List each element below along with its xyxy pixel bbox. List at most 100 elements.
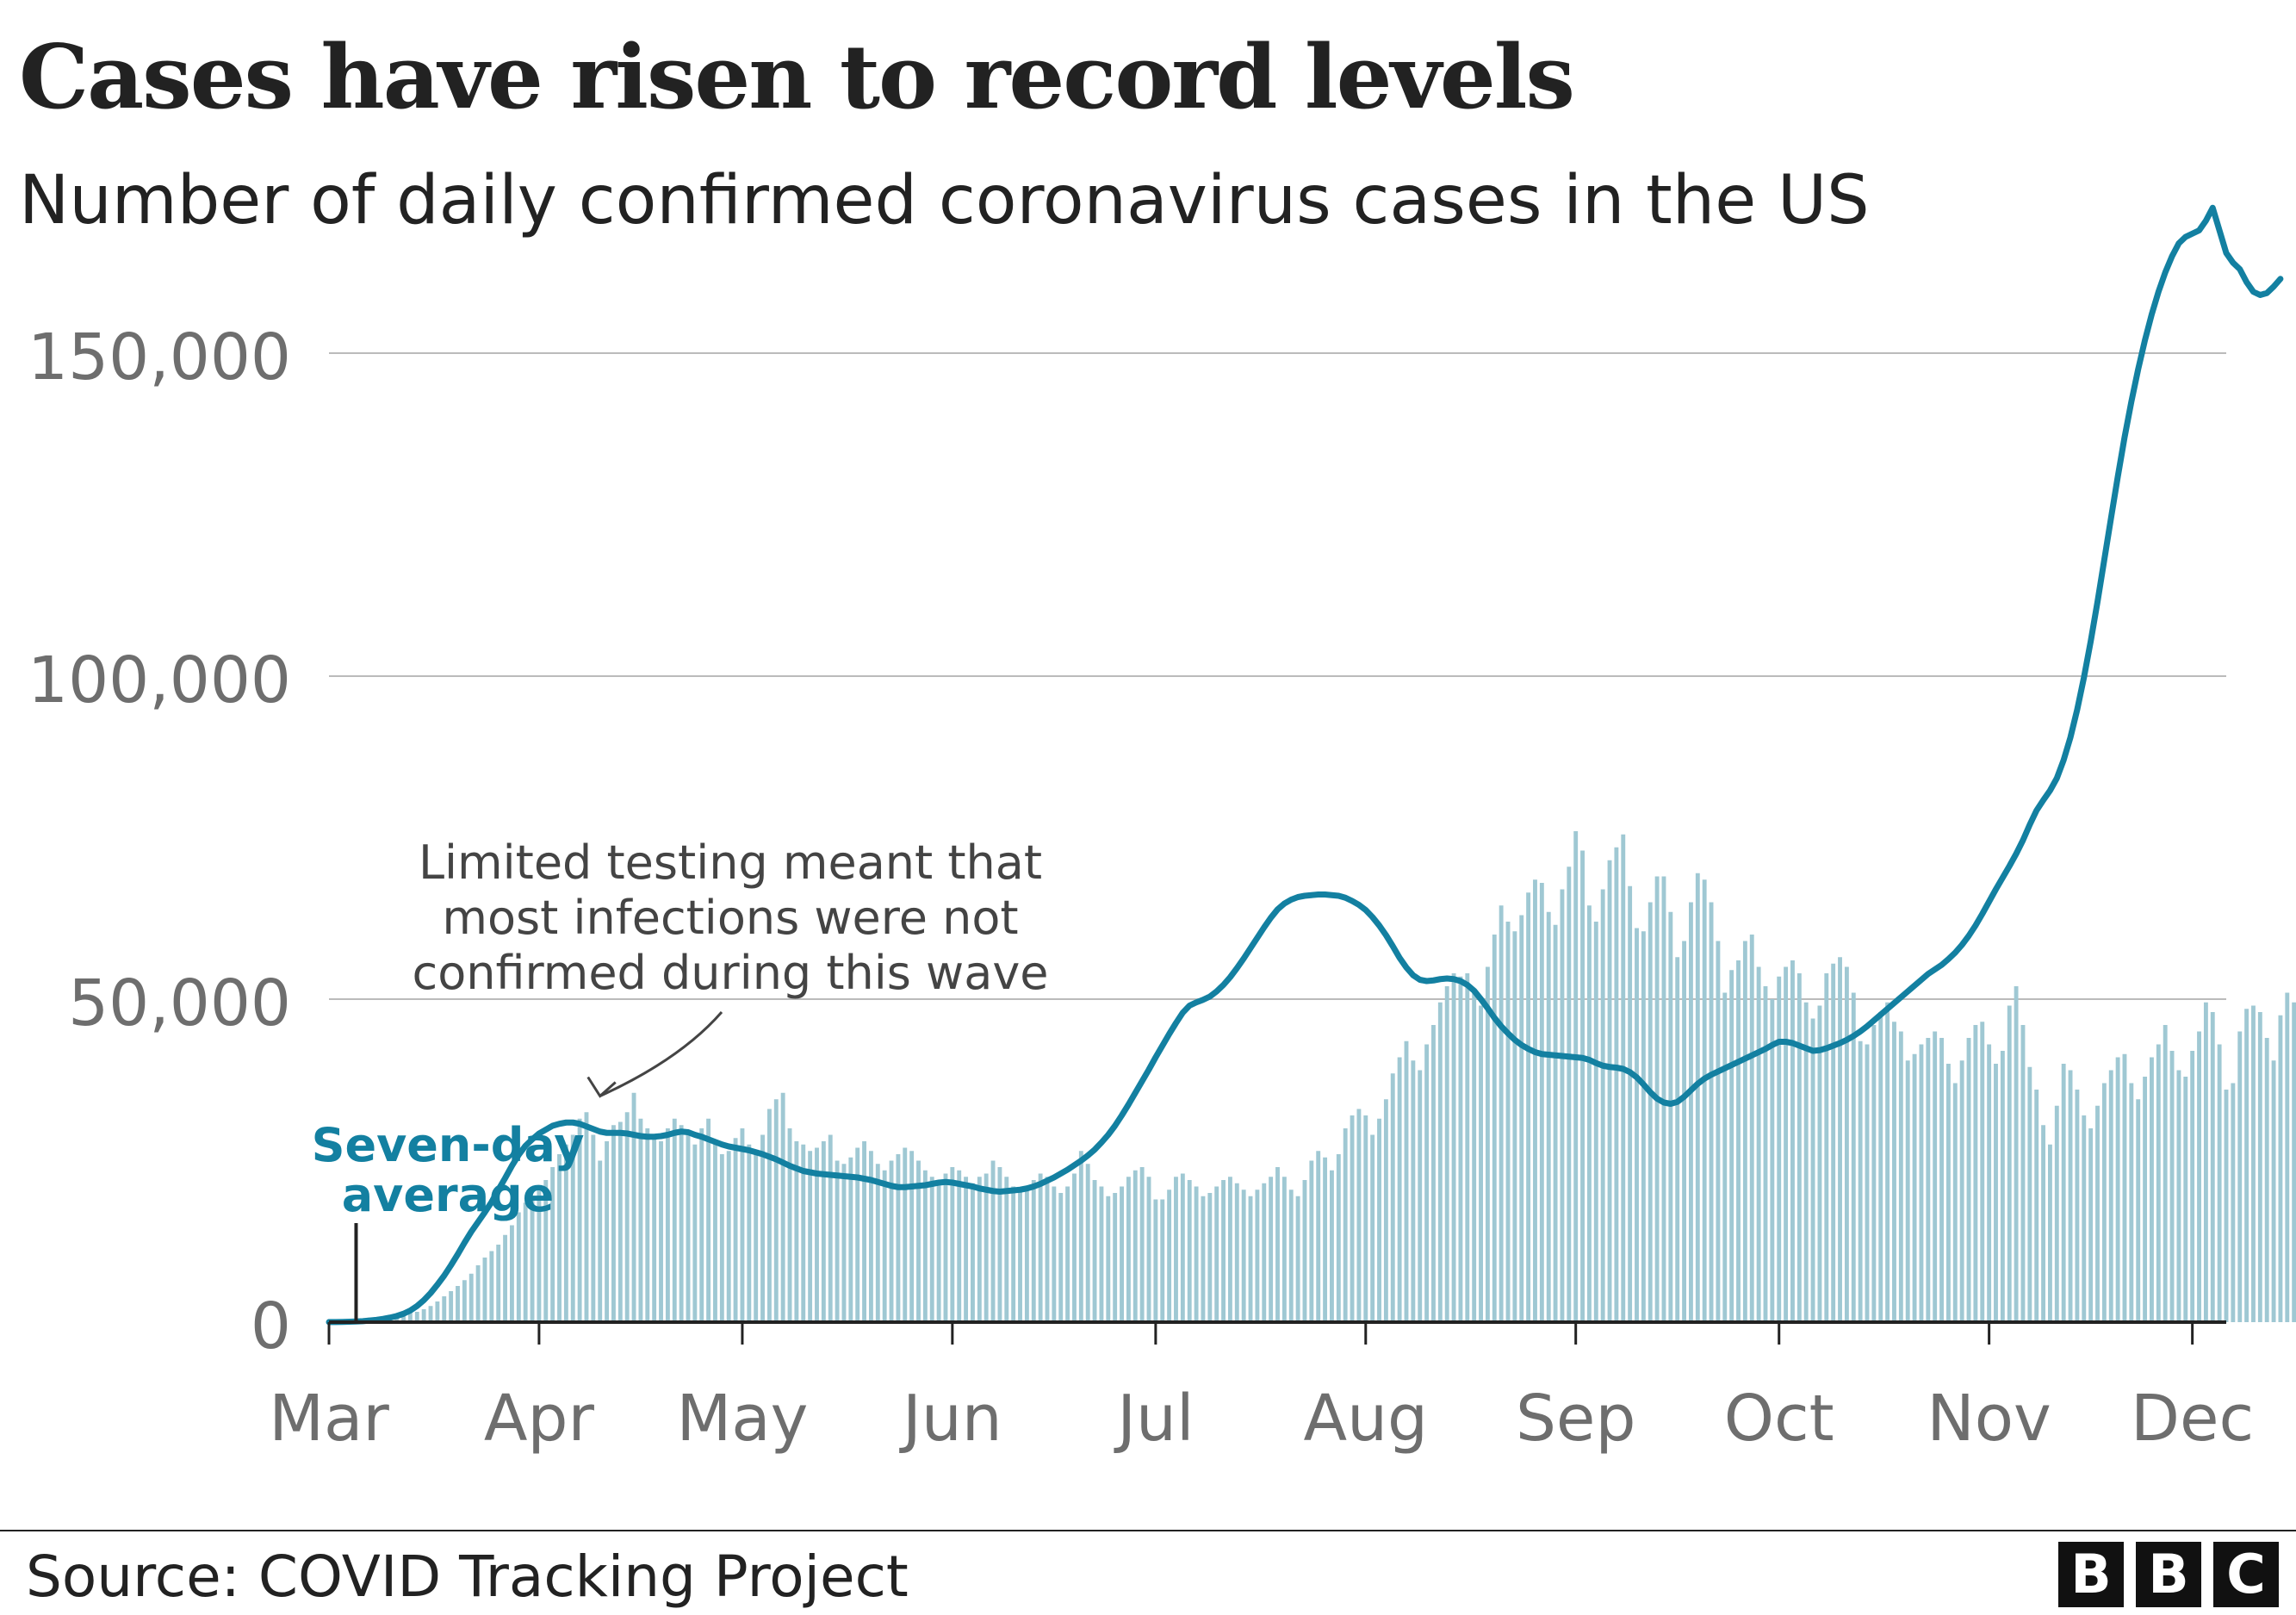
bar	[1187, 1180, 1192, 1322]
bar	[1675, 957, 1680, 1322]
bar	[1024, 1186, 1029, 1322]
bar	[1377, 1118, 1381, 1322]
bar	[733, 1138, 738, 1322]
x-tick-label: Dec	[2131, 1382, 2254, 1456]
chart-title: Cases have risen to record levels	[19, 26, 1575, 129]
bar	[489, 1251, 494, 1322]
bar	[1201, 1196, 1206, 1322]
bar	[2156, 1044, 2161, 1322]
bar	[1106, 1196, 1111, 1322]
bar	[1214, 1186, 1219, 1322]
bar	[862, 1141, 866, 1322]
bbc-logo-letter: B	[2136, 1542, 2201, 1607]
bar	[1607, 860, 1612, 1322]
bar	[1912, 1053, 1917, 1322]
x-tick-label: Jun	[899, 1382, 1002, 1456]
bar	[1343, 1128, 1348, 1322]
bar	[1424, 1044, 1430, 1322]
bar	[1302, 1180, 1307, 1322]
bar	[828, 1134, 833, 1322]
bar	[2169, 1051, 2175, 1322]
bar	[577, 1118, 582, 1322]
bar	[706, 1118, 711, 1322]
bar	[1784, 966, 1789, 1322]
bar	[1980, 1022, 1985, 1322]
annotation-arrow	[599, 1011, 723, 1097]
bar	[1330, 1170, 1334, 1322]
bar	[1018, 1190, 1022, 1322]
bar	[1146, 1177, 1151, 1322]
bar	[1444, 986, 1449, 1322]
bar	[1945, 1064, 1951, 1322]
bar	[1952, 1083, 1958, 1322]
bar	[990, 1160, 996, 1322]
bar	[1153, 1199, 1158, 1322]
bar	[462, 1280, 467, 1322]
bar	[1472, 992, 1477, 1322]
bar	[903, 1147, 908, 1322]
bar	[977, 1177, 982, 1322]
bar	[1390, 1073, 1395, 1322]
bar	[1499, 905, 1504, 1322]
bar	[428, 1306, 433, 1322]
bar	[889, 1160, 894, 1322]
bar	[1539, 883, 1544, 1322]
bar	[401, 1314, 406, 1322]
bar	[1742, 941, 1747, 1322]
bar	[469, 1273, 474, 1322]
bar	[1011, 1186, 1016, 1322]
bar	[1038, 1173, 1043, 1322]
bar	[821, 1141, 826, 1322]
bar	[943, 1173, 948, 1322]
seven-day-average-line	[326, 204, 2284, 1326]
annotation-text: Limited testing meant that	[419, 835, 1042, 890]
bar	[1573, 831, 1579, 1322]
bar	[1288, 1190, 1294, 1322]
bar	[1844, 966, 1849, 1322]
bar	[2183, 1077, 2188, 1322]
bar	[631, 1092, 636, 1322]
bar	[2203, 1002, 2208, 1322]
bar	[1668, 911, 1673, 1322]
bar	[2054, 1105, 2059, 1322]
bar	[584, 1112, 589, 1322]
bar	[1641, 931, 1646, 1322]
bar	[1031, 1180, 1036, 1322]
bar	[2075, 1090, 2080, 1322]
bar	[1926, 1038, 1931, 1322]
bar	[868, 1151, 873, 1322]
bar	[747, 1144, 752, 1322]
gridlines	[329, 352, 2226, 1000]
bar	[1072, 1173, 1077, 1322]
bar	[1356, 1109, 1362, 1322]
bar	[2176, 1070, 2181, 1322]
bar	[1824, 973, 1829, 1322]
bar	[1479, 1005, 1483, 1322]
bar	[435, 1301, 440, 1322]
bar	[2082, 1115, 2087, 1322]
bar	[997, 1167, 1002, 1322]
bar	[605, 1141, 610, 1322]
bar	[1763, 986, 1768, 1322]
bar	[1682, 941, 1687, 1322]
bar	[754, 1154, 759, 1322]
bar	[503, 1234, 508, 1322]
bar	[1167, 1190, 1172, 1322]
bar	[780, 1092, 785, 1322]
bar	[713, 1141, 717, 1322]
bar	[1221, 1180, 1226, 1322]
bar	[1648, 902, 1653, 1322]
bar	[1323, 1157, 1328, 1322]
bar	[1790, 960, 1795, 1322]
bar	[1851, 992, 1856, 1322]
bar	[1885, 1002, 1890, 1322]
bar	[1600, 889, 1605, 1322]
bar	[1194, 1186, 1199, 1322]
bar	[855, 1147, 860, 1322]
bar	[916, 1160, 921, 1322]
bar	[591, 1134, 596, 1322]
bar	[1370, 1134, 1375, 1322]
bar	[2257, 1012, 2262, 1322]
bar	[699, 1128, 704, 1322]
bar	[2190, 1051, 2195, 1322]
